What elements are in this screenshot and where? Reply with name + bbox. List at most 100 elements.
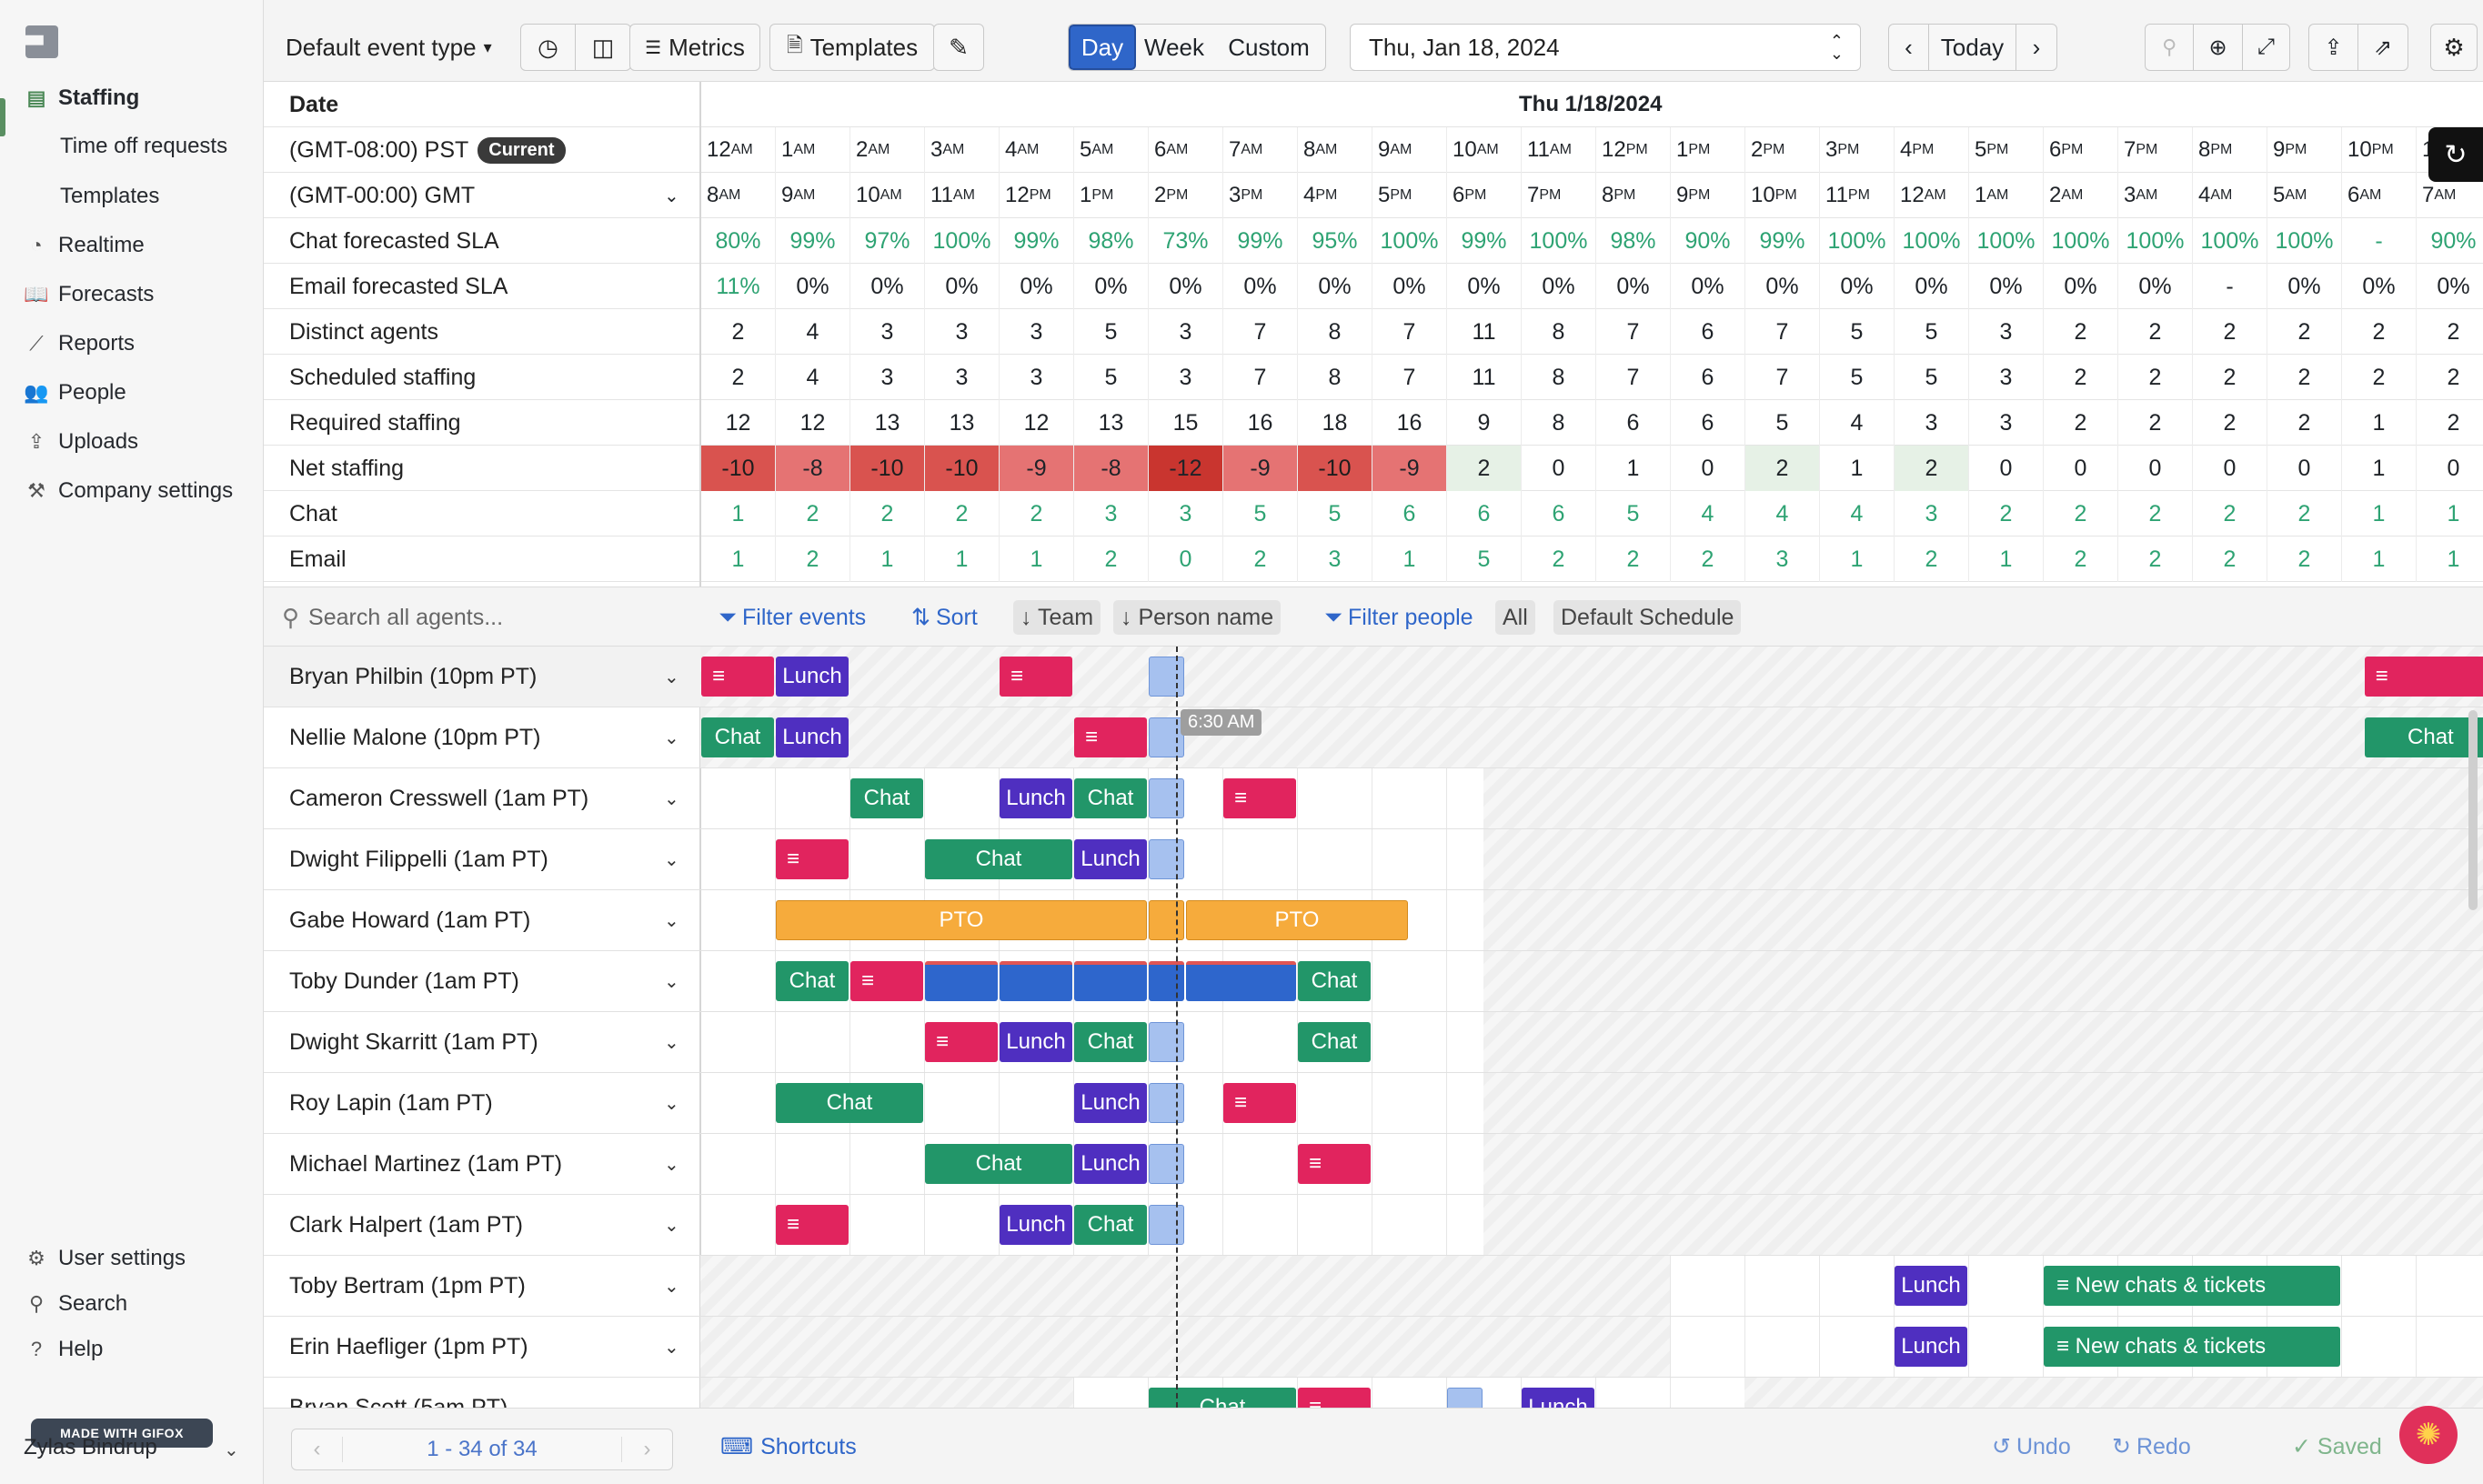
schedule-event-lite[interactable] <box>1149 1083 1184 1123</box>
agent-name[interactable]: Michael Martinez (1am PT) <box>289 1151 563 1177</box>
prev-day-button[interactable]: ‹ <box>1889 25 1929 70</box>
agent-name[interactable]: Clark Halpert (1am PT) <box>289 1212 523 1238</box>
view-week[interactable]: Week <box>1144 33 1204 61</box>
schedule-event-note[interactable]: ≡ <box>701 657 774 697</box>
agent-row[interactable]: Erin Haefliger (1pm PT) ⌄ Lunch ≡ New chats… <box>264 1317 2483 1378</box>
sidebar-item-5[interactable]: ⟋ Reports <box>24 324 135 364</box>
tz-gmt-label[interactable]: (GMT-00:00) GMT <box>289 182 476 208</box>
schedule-event-lunch[interactable]: Lunch <box>1000 778 1072 818</box>
sidebar-item-4[interactable]: 📖 Forecasts <box>24 275 154 315</box>
schedule-event-note[interactable]: ≡ <box>1298 1388 1371 1408</box>
chevron-down-icon[interactable]: ⌄ <box>224 1440 239 1460</box>
sidebar-item-8[interactable]: ⚒ Company settings <box>24 471 233 511</box>
schedule-event-chat[interactable]: Chat <box>1074 1022 1147 1062</box>
schedule-event-lunch[interactable]: Lunch <box>776 657 849 697</box>
metrics-button[interactable]: ☰ Metrics <box>629 24 760 71</box>
agent-name[interactable]: Cameron Cresswell (1am PT) <box>289 786 589 811</box>
schedule-event-note[interactable]: ≡ <box>1000 657 1072 697</box>
user-name[interactable]: Zylas Bindrup <box>24 1435 157 1459</box>
schedule-event-blue[interactable] <box>1000 961 1072 1001</box>
app-logo[interactable] <box>25 25 58 58</box>
agent-name[interactable]: Nellie Malone (10pm PT) <box>289 725 541 750</box>
upload-icon[interactable]: ⇪ <box>2309 25 2359 70</box>
agent-name[interactable]: Toby Bertram (1pm PT) <box>289 1273 526 1298</box>
filter-people-button[interactable]: ⏷ Filter people <box>1317 600 1481 635</box>
schedule-event-lunch[interactable]: Lunch <box>1895 1266 1967 1306</box>
agent-row[interactable]: Clark Halpert (1am PT) ⌄ ≡ Lunch Chat <box>264 1195 2483 1256</box>
schedule-event-note[interactable]: ≡ <box>776 839 849 879</box>
agent-name[interactable]: Bryan Scott (5am PT) <box>289 1395 508 1408</box>
schedule-event-lunch[interactable]: Lunch <box>776 717 849 757</box>
view-custom[interactable]: Custom <box>1228 33 1310 61</box>
agent-row[interactable]: Nellie Malone (10pm PT) ⌄ Chat Lunch ≡ Chat <box>264 707 2483 768</box>
agent-row[interactable]: Bryan Scott (5am PT) ⌄ Chat ≡ Lunch <box>264 1378 2483 1408</box>
expand-icon[interactable]: ⤢ <box>2257 35 2275 59</box>
sidebar-sub-2[interactable]: Templates <box>60 184 160 208</box>
chevron-down-icon[interactable]: ⌄ <box>664 1094 679 1114</box>
schedule-event-note[interactable]: ≡ <box>850 961 923 1001</box>
schedule-event-chat[interactable]: Chat <box>1074 778 1147 818</box>
schedule-event-lunch[interactable]: Lunch <box>1074 1144 1147 1184</box>
agent-row[interactable]: Bryan Philbin (10pm PT) ⌄ ≡ Lunch ≡ ≡ <box>264 647 2483 707</box>
schedule-event-lunch[interactable]: Lunch <box>1000 1022 1072 1062</box>
person-sort-chip[interactable]: ↓ Person name <box>1113 600 1282 635</box>
settings-gear-icon[interactable]: ⚙ <box>2430 24 2478 71</box>
event-type-select[interactable]: Default event type ▾ <box>286 24 513 71</box>
prev-page-button[interactable]: ‹ <box>292 1437 343 1462</box>
schedule-event-chat[interactable]: Chat <box>701 717 774 757</box>
agent-name[interactable]: Bryan Philbin (10pm PT) <box>289 664 538 689</box>
agent-row[interactable]: Cameron Cresswell (1am PT) ⌄ Chat Lunch Chat… <box>264 768 2483 829</box>
agent-row[interactable]: Gabe Howard (1am PT) ⌄ PTO PTO <box>264 890 2483 951</box>
zoom-in-icon[interactable]: ⊕ <box>2194 25 2243 70</box>
agent-name[interactable]: Erin Haefliger (1pm PT) <box>289 1334 528 1359</box>
agent-search[interactable]: ⚲ Search all agents... <box>282 587 503 647</box>
schedule-event-chat[interactable]: Chat <box>776 961 849 1001</box>
schedule-event-pto[interactable]: PTO <box>776 900 1147 940</box>
team-sort-chip[interactable]: ↓ Team <box>1013 600 1101 635</box>
chevron-down-icon[interactable]: ⌄ <box>664 1155 679 1175</box>
schedule-event-note[interactable]: ≡ <box>925 1022 998 1062</box>
filter-events-button[interactable]: ⏷ Filter events <box>711 600 873 635</box>
templates-button[interactable]: 🗎 Templates <box>769 24 935 71</box>
chevron-down-icon[interactable]: ⌄ <box>664 850 679 870</box>
schedule-event-lunch[interactable]: Lunch <box>1074 1083 1147 1123</box>
chevron-down-icon[interactable]: ⌄ <box>664 1338 679 1358</box>
agent-name[interactable]: Toby Dunder (1am PT) <box>289 968 519 994</box>
schedule-event-chat[interactable]: ≡ New chats & tickets <box>2044 1266 2340 1306</box>
sidebar-item-0[interactable]: ▤ Staffing <box>24 78 140 118</box>
next-page-button[interactable]: › <box>621 1437 672 1462</box>
undo-button[interactable]: ↺ Undo <box>1992 1401 2071 1484</box>
chevron-down-icon[interactable]: ⌄ <box>664 789 679 809</box>
schedule-event-note[interactable]: ≡ <box>776 1205 849 1245</box>
schedule-event-lite[interactable] <box>1149 1022 1184 1062</box>
all-chip[interactable]: All <box>1495 600 1535 635</box>
schedule-event-lunch[interactable]: Lunch <box>1522 1388 1594 1408</box>
sidebar-bottom-item-2[interactable]: ? Help <box>24 1329 103 1369</box>
sidebar-bottom-item-1[interactable]: ⚲ Search <box>24 1284 127 1324</box>
schedule-event-chat[interactable]: Chat <box>925 1144 1072 1184</box>
chevron-down-icon[interactable]: ⌄ <box>664 1216 679 1236</box>
layout-icon[interactable]: ◫ <box>591 33 615 61</box>
schedule-event-lite[interactable] <box>1149 1144 1184 1184</box>
chevron-down-icon[interactable]: ⌄ <box>664 667 679 687</box>
agent-name[interactable]: Roy Lapin (1am PT) <box>289 1090 493 1116</box>
view-day[interactable]: Day <box>1069 25 1136 70</box>
agent-row[interactable]: Roy Lapin (1am PT) ⌄ Chat Lunch ≡ <box>264 1073 2483 1134</box>
react-devtools-icon[interactable]: ✺ <box>2399 1406 2458 1464</box>
schedule-event-chat[interactable]: ≡ New chats & tickets <box>2044 1327 2340 1367</box>
schedule-event-note[interactable]: ≡ <box>2364 657 2483 697</box>
chevron-down-icon[interactable]: ⌄ <box>664 911 679 931</box>
schedule-event-chat[interactable]: Chat <box>1298 1022 1371 1062</box>
schedule-event-blue[interactable] <box>1149 961 1184 1001</box>
schedule-event-lite[interactable] <box>1149 839 1184 879</box>
schedule-event-note[interactable]: ≡ <box>1074 717 1147 757</box>
schedule-event-pto[interactable]: PTO <box>1186 900 1408 940</box>
chevron-down-icon[interactable]: ⌄ <box>664 1277 679 1297</box>
agent-row[interactable]: Toby Bertram (1pm PT) ⌄ Lunch ≡ New chats &… <box>264 1256 2483 1317</box>
schedule-event-lite[interactable] <box>1149 657 1184 697</box>
history-icon[interactable]: ◷ <box>521 25 576 70</box>
chevron-down-icon[interactable]: ⌄ <box>664 728 679 748</box>
schedule-event-chat[interactable]: Chat <box>1298 961 1371 1001</box>
shortcuts-link[interactable]: ⌨ Shortcuts <box>720 1401 857 1484</box>
chevron-down-icon[interactable]: ⌄ <box>664 186 679 206</box>
